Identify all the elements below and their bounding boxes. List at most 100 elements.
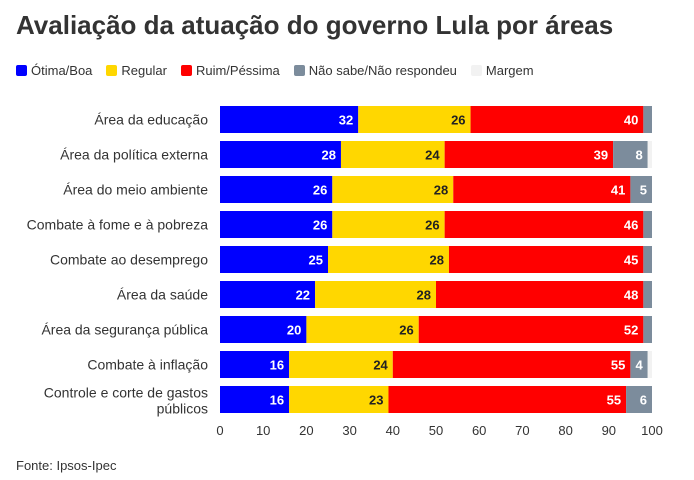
category-label: Combate à fome e à pobreza (27, 217, 209, 233)
x-tick-label: 0 (216, 423, 223, 438)
legend-label-ruim-pessima: Ruim/Péssima (195, 63, 280, 78)
bar-segment (315, 281, 436, 308)
category-label-line: Controle e corte de gastos (44, 385, 208, 401)
bar-segment (647, 351, 652, 378)
data-label: 26 (313, 183, 327, 198)
bar-segment (444, 211, 644, 238)
legend-label-regular: Regular (121, 63, 167, 78)
legend: Ótima/Boa Regular Ruim/Péssima Não sabe/… (16, 63, 534, 78)
data-label: 28 (434, 183, 448, 198)
data-label: 28 (417, 288, 431, 303)
bar-segment (643, 316, 652, 343)
data-label: 5 (640, 183, 647, 198)
category-label: Área da educação (94, 112, 208, 128)
data-label: 52 (624, 323, 638, 338)
legend-item-regular: Regular (106, 63, 167, 78)
x-tick-label: 20 (299, 423, 313, 438)
data-label: 8 (635, 148, 642, 163)
bar-segment (332, 176, 454, 203)
x-tick-label: 40 (386, 423, 400, 438)
x-tick-label: 100 (641, 423, 663, 438)
data-label: 23 (369, 393, 383, 408)
bar-segment (328, 246, 449, 273)
category-label: Área da política externa (60, 147, 208, 163)
data-label: 24 (373, 358, 388, 373)
data-label: 40 (624, 113, 638, 128)
x-tick-label: 30 (342, 423, 356, 438)
x-tick-label: 70 (515, 423, 529, 438)
data-label: 24 (425, 148, 440, 163)
category-label: Combate ao desemprego (50, 252, 208, 268)
bar-segment (289, 386, 389, 413)
x-tick-label: 80 (558, 423, 572, 438)
bar-segment (453, 176, 631, 203)
data-label: 55 (607, 393, 621, 408)
bar-segment (626, 386, 652, 413)
bar-segment (220, 281, 316, 308)
data-label: 28 (321, 148, 335, 163)
category-label: Área do meio ambiente (63, 182, 208, 198)
legend-label-margem: Margem (485, 63, 534, 78)
bar-segment (643, 106, 652, 133)
legend-item-otima-boa: Ótima/Boa (16, 63, 92, 78)
data-label: 16 (270, 393, 284, 408)
bar-segment (448, 246, 644, 273)
source-note: Fonte: Ipsos-Ipec (16, 458, 117, 473)
bar-segment (392, 351, 631, 378)
bar-segment (418, 316, 644, 343)
bar-segment (444, 141, 614, 168)
legend-label-otima-boa: Ótima/Boa (31, 63, 93, 78)
legend-swatch-ruim-pessima (180, 65, 192, 76)
category-label: Área da segurança pública (41, 322, 208, 338)
bar-segment (220, 351, 290, 378)
data-label: 55 (611, 358, 625, 373)
x-tick-label: 60 (472, 423, 486, 438)
data-label: 25 (309, 253, 323, 268)
bar-segment (220, 211, 333, 238)
bar-segment (358, 106, 471, 133)
data-label: 26 (451, 113, 465, 128)
data-label: 28 (429, 253, 443, 268)
page-title: Avaliação da atuação do governo Lula por… (16, 10, 614, 40)
bar-segment (643, 211, 652, 238)
bar-segment (332, 211, 445, 238)
category-label-line: públicos (157, 401, 208, 417)
bar-segment (630, 176, 652, 203)
bar-segment (436, 281, 644, 308)
bar-segment (388, 386, 627, 413)
bar-segment (306, 316, 419, 343)
legend-swatch-margem (470, 65, 482, 76)
data-label: 26 (313, 218, 327, 233)
data-label: 46 (624, 218, 638, 233)
legend-swatch-regular (106, 65, 118, 76)
bar-segment (613, 141, 648, 168)
data-label: 39 (594, 148, 608, 163)
legend-item-margem: Margem (470, 63, 534, 78)
x-tick-label: 90 (602, 423, 616, 438)
x-tick-label: 10 (256, 423, 270, 438)
legend-swatch-otima-boa (16, 65, 27, 76)
legend-item-nao-sabe: Não sabe/Não respondeu (293, 63, 457, 78)
x-tick-label: 50 (429, 423, 443, 438)
data-label: 22 (296, 288, 310, 303)
bar-segment (340, 141, 445, 168)
data-label: 48 (624, 288, 638, 303)
data-label: 41 (611, 183, 625, 198)
bar-segment (220, 386, 290, 413)
data-label: 16 (270, 358, 284, 373)
bar-segment (220, 176, 333, 203)
legend-item-ruim-pessima: Ruim/Péssima (180, 63, 280, 78)
data-label: 6 (640, 393, 647, 408)
legend-label-nao-sabe: Não sabe/Não respondeu (308, 63, 457, 78)
bar-segment (220, 246, 328, 273)
bar-segment (470, 106, 644, 133)
data-label: 26 (425, 218, 439, 233)
data-label: 26 (399, 323, 413, 338)
bar-segment (647, 141, 652, 168)
bar-segment (220, 106, 359, 133)
bar-segment (643, 281, 652, 308)
data-label: 4 (635, 358, 643, 373)
bar-segment (630, 351, 648, 378)
legend-swatch-nao-sabe (293, 65, 305, 76)
